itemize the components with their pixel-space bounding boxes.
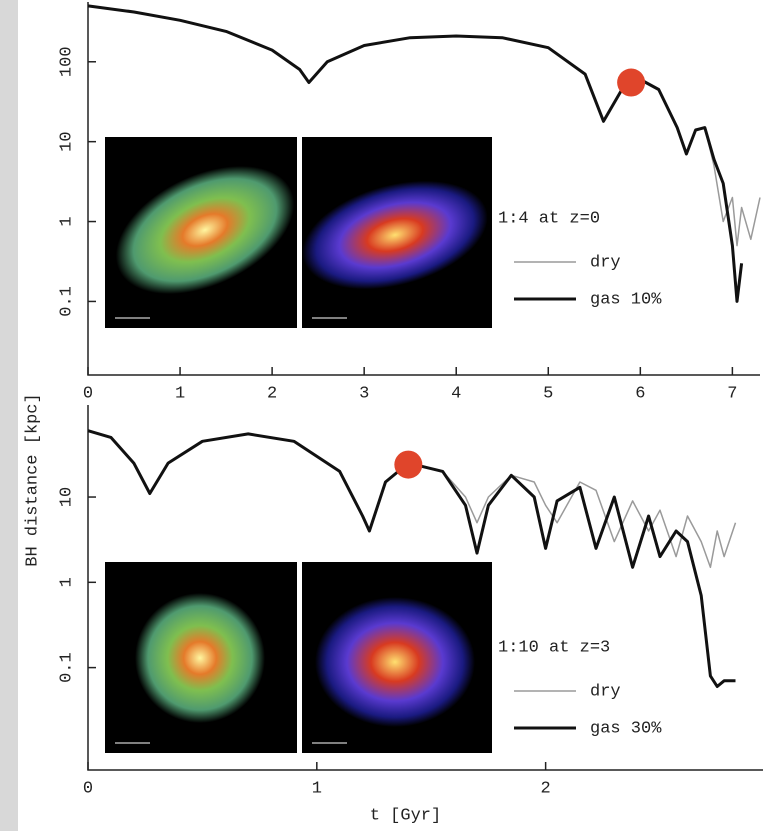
inset-image <box>302 180 488 290</box>
y-tick-label: 1 <box>57 216 76 226</box>
series-line <box>87 429 736 688</box>
left-margin <box>0 0 18 831</box>
x-tick-label: 1 <box>175 384 185 403</box>
legend-title: 1:4 at z=0 <box>498 209 600 228</box>
inset-image <box>315 597 475 727</box>
highlight-marker <box>617 68 646 97</box>
series-line <box>87 4 744 303</box>
y-axis-label: BH distance [kpc] <box>23 393 42 566</box>
x-tick-label: 7 <box>727 384 737 403</box>
x-tick-label: 1 <box>312 779 322 798</box>
legend-title: 1:10 at z=3 <box>498 638 610 657</box>
inset-image <box>135 593 265 723</box>
x-tick-label: 3 <box>359 384 369 403</box>
x-tick-label: 2 <box>541 779 551 798</box>
x-tick-label: 2 <box>267 384 277 403</box>
x-tick-label: 0 <box>83 779 93 798</box>
x-axis-label: t [Gyr] <box>370 806 441 825</box>
legend-label: gas 10% <box>590 290 662 309</box>
legend-label: gas 30% <box>590 719 662 738</box>
x-tick-label: 5 <box>543 384 553 403</box>
y-tick-label: 10 <box>57 131 76 151</box>
x-tick-label: 0 <box>83 384 93 403</box>
inset-image <box>115 165 295 295</box>
x-tick-label: 4 <box>451 384 461 403</box>
y-tick-label: 0.1 <box>57 286 76 317</box>
highlight-marker <box>394 450 423 479</box>
y-tick-label: 10 <box>57 487 76 507</box>
y-tick-label: 100 <box>57 46 76 77</box>
x-tick-label: 6 <box>635 384 645 403</box>
legend-label: dry <box>590 253 621 272</box>
insets <box>105 137 492 753</box>
y-tick-label: 0.1 <box>57 652 76 683</box>
legend-label: dry <box>590 682 621 701</box>
y-tick-label: 1 <box>57 577 76 587</box>
